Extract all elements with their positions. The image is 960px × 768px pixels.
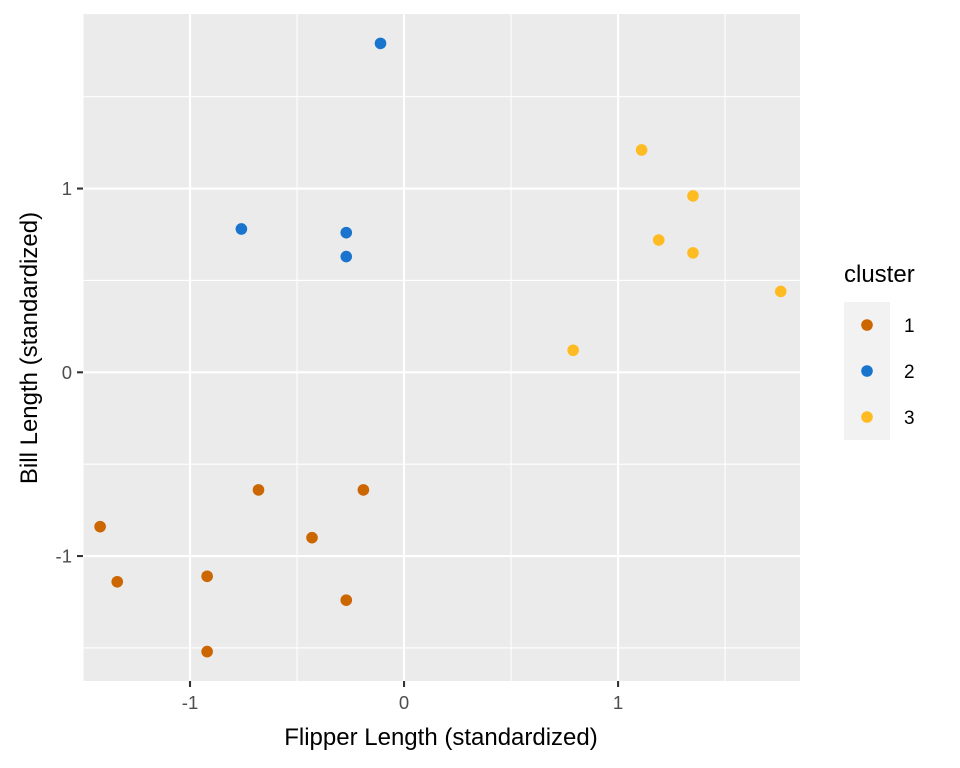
data-point-cluster-3	[687, 190, 699, 202]
x-tick-label: -1	[182, 692, 198, 713]
legend-label: 1	[904, 316, 915, 337]
major-gridlines	[83, 14, 800, 681]
data-point-cluster-2	[340, 226, 353, 239]
y-axis-title: Bill Length (standardized)	[16, 212, 43, 484]
data-points	[94, 37, 787, 658]
x-tick-label: 1	[613, 692, 623, 713]
data-point-cluster-1	[201, 645, 213, 658]
data-point-cluster-1	[201, 570, 213, 583]
legend-keys: 1 2 3	[844, 302, 915, 440]
data-point-cluster-2	[235, 223, 248, 235]
y-axis: -1 0 1	[56, 178, 83, 567]
x-axis: -1 0 1	[182, 681, 623, 713]
data-point-cluster-3	[635, 144, 648, 156]
data-point-cluster-1	[111, 575, 124, 588]
y-tick-label: 0	[62, 362, 72, 383]
data-point-cluster-2	[374, 37, 387, 50]
minor-gridlines	[82, 14, 800, 681]
legend-key-swatch	[861, 411, 873, 423]
y-tick-label: 1	[62, 178, 72, 199]
data-point-cluster-2	[340, 250, 353, 263]
plot-panel	[83, 14, 800, 681]
legend-key-swatch	[861, 365, 873, 377]
legend-label: 2	[904, 362, 915, 383]
data-point-cluster-1	[340, 594, 353, 606]
data-point-cluster-1	[94, 520, 106, 533]
data-point-cluster-1	[357, 484, 370, 496]
y-tick-label: -1	[56, 546, 72, 567]
legend-title: cluster	[844, 261, 915, 288]
legend: cluster 1 2 3	[844, 261, 915, 440]
data-point-cluster-3	[687, 247, 699, 259]
data-point-cluster-1	[306, 531, 318, 544]
data-point-cluster-1	[252, 484, 265, 496]
legend-key-swatch	[861, 319, 873, 331]
x-tick-label: 0	[399, 692, 409, 713]
data-point-cluster-3	[567, 344, 579, 357]
data-point-cluster-3	[774, 285, 787, 298]
data-point-cluster-3	[652, 234, 665, 246]
x-axis-title: Flipper Length (standardized)	[284, 724, 598, 751]
legend-label: 3	[904, 408, 915, 429]
